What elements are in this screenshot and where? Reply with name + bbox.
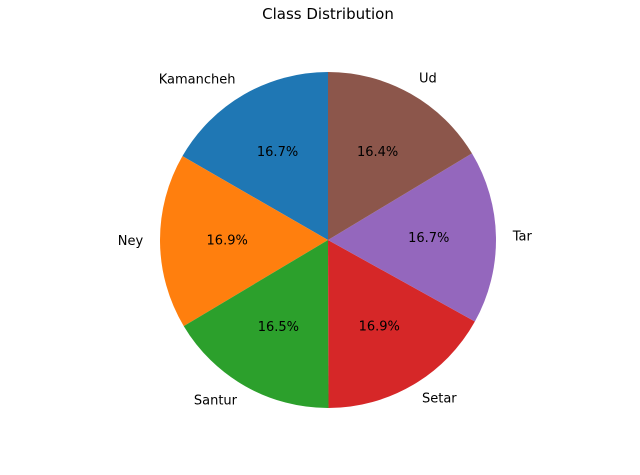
slice-label-tar: Tar: [512, 229, 533, 244]
pie-slice-tar: [328, 153, 497, 322]
pie-slice-setar: [328, 240, 475, 408]
slice-percent-kamancheh: 16.7%: [257, 145, 298, 160]
slice-percent-ney: 16.9%: [207, 233, 248, 248]
pie-percent-labels: 16.7% 16.9% 16.5% 16.9% 16.7% 16.4%: [207, 145, 450, 335]
pie-slice-ney: [159, 156, 328, 327]
slice-label-ney: Ney: [118, 234, 144, 249]
slice-percent-santur: 16.5%: [258, 320, 299, 335]
pie-labels: Kamancheh Ney Santur Setar Tar Ud: [118, 72, 533, 409]
slice-percent-setar: 16.9%: [359, 319, 400, 334]
slice-label-kamancheh: Kamancheh: [159, 73, 236, 88]
slice-percent-ud: 16.4%: [357, 145, 398, 160]
chart-title: Class Distribution: [262, 5, 394, 23]
pie-slice-ud: [328, 72, 472, 240]
slice-percent-tar: 16.7%: [408, 231, 449, 246]
pie-slices: [159, 72, 497, 409]
pie-slice-kamancheh: [182, 72, 328, 240]
slice-label-santur: Santur: [194, 393, 238, 408]
slice-label-setar: Setar: [422, 392, 457, 407]
slice-label-ud: Ud: [419, 72, 437, 87]
pie-slice-santur: [183, 240, 329, 409]
